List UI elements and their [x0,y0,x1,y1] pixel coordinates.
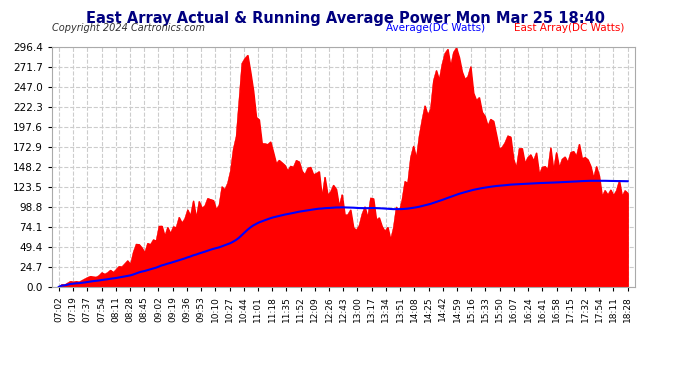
Text: East Array Actual & Running Average Power Mon Mar 25 18:40: East Array Actual & Running Average Powe… [86,10,604,26]
Text: Copyright 2024 Cartronics.com: Copyright 2024 Cartronics.com [52,23,205,33]
Text: Average(DC Watts): Average(DC Watts) [386,23,486,33]
Text: East Array(DC Watts): East Array(DC Watts) [514,23,624,33]
